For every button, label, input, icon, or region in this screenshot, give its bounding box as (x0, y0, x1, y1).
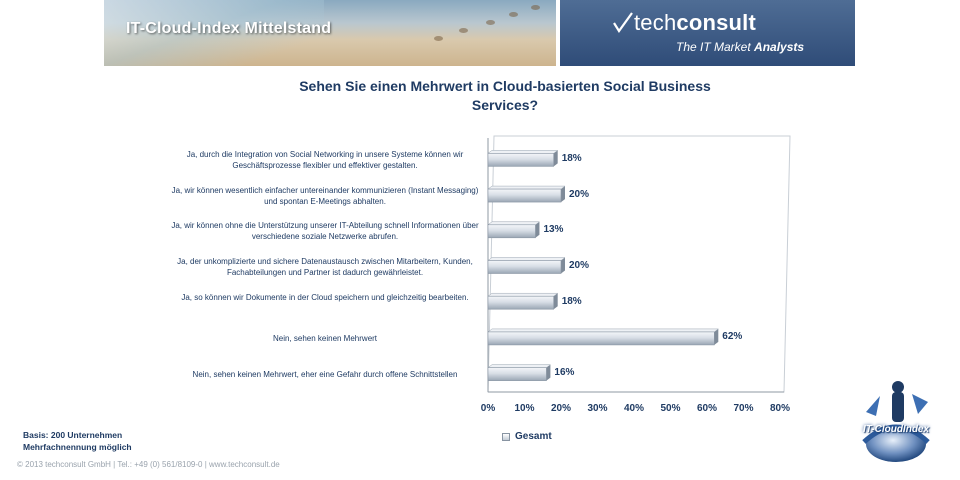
x-tick-label: 0% (480, 403, 496, 414)
bar (487, 260, 562, 274)
bar-side (546, 364, 551, 381)
x-tick-label: 60% (696, 403, 717, 414)
category-label: Ja, durch die Integration von Social Net… (186, 149, 464, 170)
x-tick-label: 70% (733, 403, 754, 414)
bar (487, 295, 554, 310)
bar-side (553, 293, 558, 310)
category-label: Nein, sehen keinen Mehrwert, eher eine G… (192, 369, 458, 379)
tagline-prefix: The IT Market (676, 40, 755, 54)
category-label: Ja, so können wir Dokumente in der Cloud… (181, 292, 469, 302)
sea-wave (104, 0, 324, 66)
footer-contact: © 2013 techconsult GmbH | Tel.: +49 (0) … (17, 460, 280, 469)
category-label: Ja, der unkomplizierte und sichere Daten… (177, 257, 473, 277)
bar-side (714, 328, 719, 345)
x-tick-label: 80% (769, 403, 790, 414)
category-label: Nein, sehen keinen Mehrwert (272, 333, 378, 343)
brand-tagline: The IT Market Analysts (676, 40, 804, 54)
legend-label: Gesamt (515, 431, 552, 442)
bar (487, 367, 547, 381)
tagline-bold: Analysts (754, 40, 805, 54)
x-tick-label: 50% (660, 403, 681, 414)
x-tick-label: 40% (623, 403, 644, 414)
x-tick-label: 20% (550, 403, 571, 414)
it-cloudindex-badge-icon (862, 381, 930, 462)
footprint (434, 36, 443, 41)
chart-title: Sehen Sie einen Mehrwert in Cloud-basier… (299, 78, 711, 113)
bar-top (487, 364, 552, 368)
x-tick-label: 10% (514, 403, 535, 414)
bar (487, 224, 536, 239)
bar-side (561, 257, 565, 274)
brand-consult: consult (676, 10, 757, 35)
legend-swatch (502, 432, 510, 441)
bar-top (487, 257, 566, 261)
bar-value-label: 20% (569, 188, 590, 200)
bar-side (535, 221, 540, 238)
checkmark-icon (613, 12, 633, 33)
bar-top (487, 185, 566, 190)
basis-note: Basis: 200 Unternehmen Mehrfachnennung m… (23, 429, 132, 453)
chart-legend: Gesamt (502, 431, 552, 442)
category-label: Ja, wir können wesentlich einfacher unte… (171, 185, 479, 206)
bar-side (553, 150, 558, 167)
header-banner-image: IT-Cloud-Index Mittelstand (104, 0, 556, 66)
category-label: Ja, wir können ohne die Unterstützung un… (171, 221, 479, 242)
footprint (531, 5, 540, 10)
footprint (509, 12, 518, 17)
bar (487, 188, 562, 203)
bar-top (487, 328, 720, 333)
brand-tech: tech (634, 10, 677, 35)
banner-title: IT-Cloud-Index Mittelstand (126, 20, 332, 37)
bar (487, 331, 715, 346)
techconsult-logo-banner: techconsult The IT Market Analysts (560, 0, 855, 66)
bar (487, 153, 554, 167)
basis-line-2: Mehrfachnennung möglich (23, 442, 132, 452)
x-tick-label: 30% (587, 403, 608, 414)
basis-line-1: Basis: 200 Unternehmen (23, 430, 123, 440)
bar-value-label: 20% (569, 260, 590, 271)
bar-top (487, 292, 559, 297)
bar-side (561, 186, 565, 203)
footprint (486, 20, 495, 25)
bar-value-label: 62% (722, 331, 743, 343)
bar-value-label: 18% (561, 295, 582, 307)
footprint (459, 28, 468, 33)
brand-name: techconsult (634, 10, 756, 36)
bar-value-label: 18% (561, 152, 582, 164)
bar-value-label: 16% (554, 367, 575, 379)
bar-value-label: 13% (543, 224, 564, 236)
badge-text: IT-CloudIndex (862, 424, 930, 435)
bar-top (487, 150, 559, 154)
bar-top (487, 221, 541, 226)
